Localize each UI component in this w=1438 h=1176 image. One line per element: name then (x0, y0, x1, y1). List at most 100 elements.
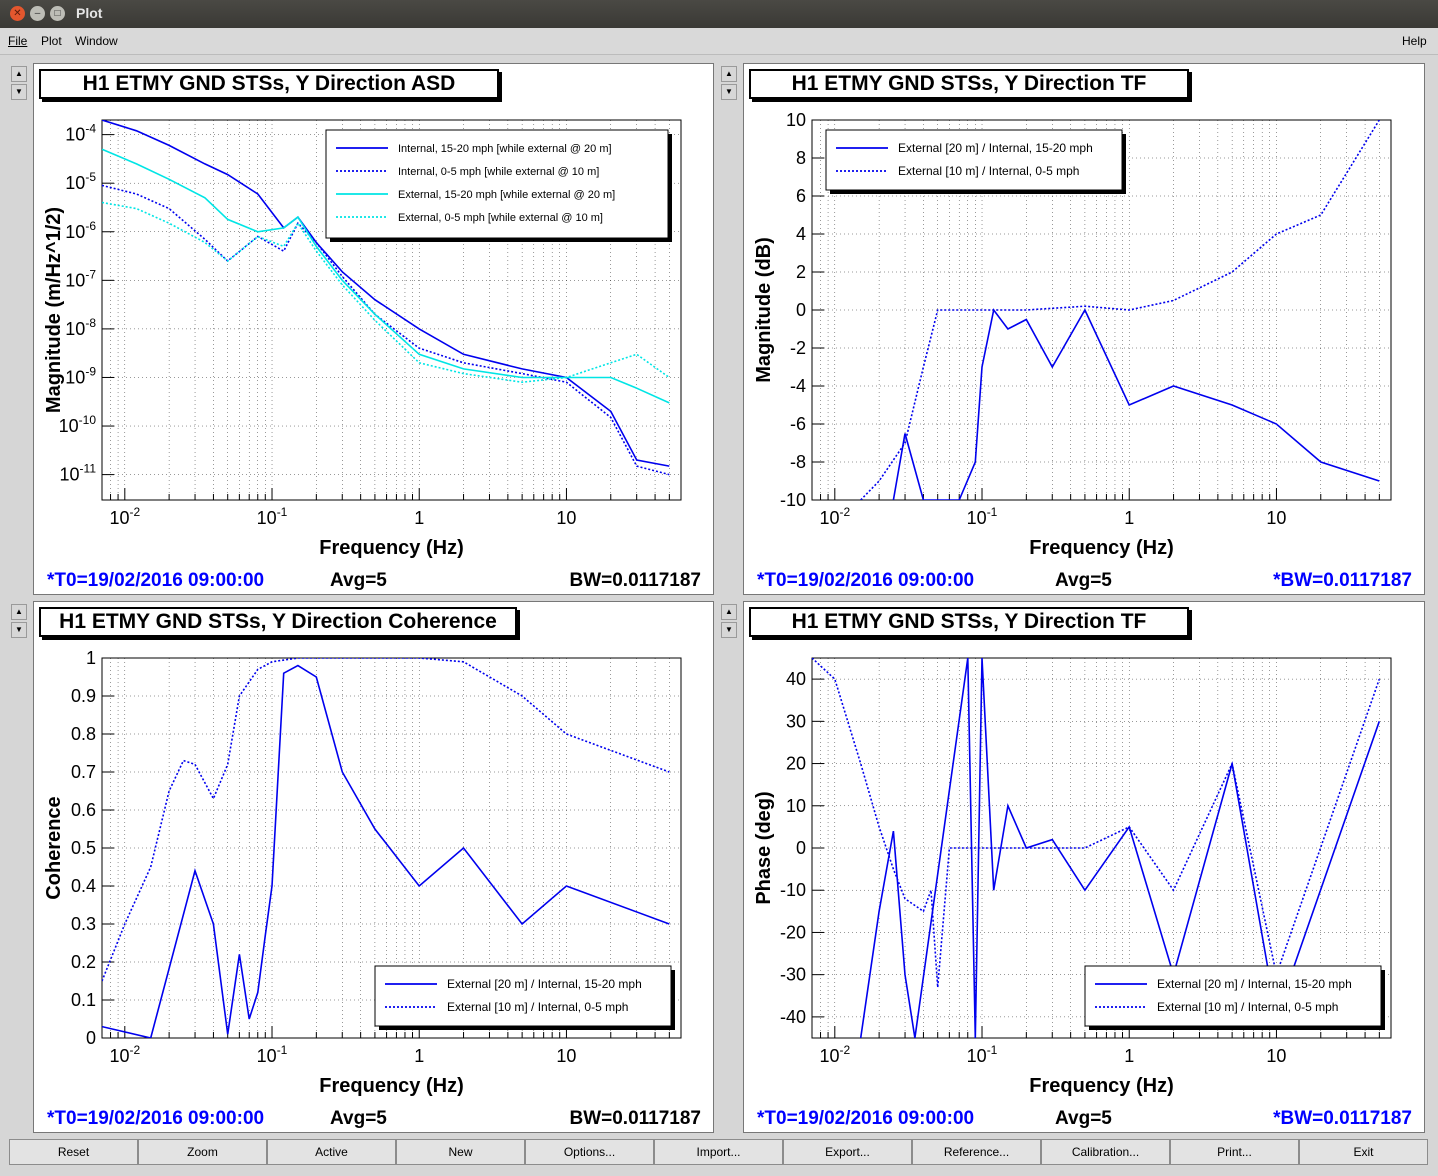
reset-button[interactable]: Reset (9, 1139, 138, 1165)
plot-panel-asd[interactable]: H1 ETMY GND STSs, Y Direction ASD 10-2 10… (33, 63, 714, 595)
plot-svg[interactable]: 10-2 10-1 1 10 1 0.9 0.8 0.7 0.6 0.5 0.4 0.3 0.2 0.1 0… (34, 602, 713, 1122)
new-button[interactable]: New (396, 1139, 525, 1165)
x-tick-label: 10-2 (109, 1043, 140, 1066)
series-line-0 (892, 308, 1380, 500)
y-tick-label: 10 (786, 796, 806, 816)
y-axis-label: Coherence (43, 796, 65, 899)
y-tick-label: 0.9 (71, 686, 96, 706)
series-line-1 (812, 658, 1381, 988)
panel-down-arrow-icon[interactable]: ▼ (11, 622, 27, 638)
y-tick-label: 10-6 (65, 219, 96, 242)
y-tick-label: -10 (780, 880, 806, 900)
active-button[interactable]: Active (267, 1139, 396, 1165)
series-line-2 (102, 148, 670, 404)
y-tick-label: 10-8 (65, 316, 96, 339)
bw-label: *BW=0.0117187 (1273, 1108, 1412, 1129)
minimize-icon[interactable]: – (30, 6, 45, 21)
legend-box (825, 129, 1123, 191)
y-tick-label: 0.4 (71, 876, 96, 896)
x-tick-label: 10-2 (819, 1043, 850, 1066)
y-tick-label: 0.8 (71, 724, 96, 744)
menu-window[interactable]: Window (75, 34, 118, 48)
panel-title: H1 ETMY GND STSs, Y Direction ASD (39, 69, 499, 99)
plot-panel-coherence[interactable]: H1 ETMY GND STSs, Y Direction Coherence … (33, 601, 714, 1133)
plot-panel-tf-magnitude[interactable]: H1 ETMY GND STSs, Y Direction TF 10-2 10-… (743, 63, 1425, 595)
x-tick-label: 1 (1124, 508, 1134, 528)
exit-button[interactable]: Exit (1299, 1139, 1428, 1165)
panel-up-arrow-icon[interactable]: ▲ (11, 604, 27, 620)
x-tick-label: 10 (556, 508, 576, 528)
panel-up-arrow-icon[interactable]: ▲ (721, 604, 737, 620)
series-line-1 (860, 120, 1380, 500)
legend-label: External [10 m] / Internal, 0-5 mph (1157, 1000, 1338, 1014)
options-button[interactable]: Options... (525, 1139, 654, 1165)
x-tick-label: 10-2 (819, 505, 850, 528)
legend-label: Internal, 0-5 mph [while external @ 10 m… (398, 166, 599, 178)
y-tick-label: 0.6 (71, 800, 96, 820)
y-tick-label: 10 (786, 110, 806, 130)
zoom-button[interactable]: Zoom (138, 1139, 267, 1165)
y-tick-label: -30 (780, 965, 806, 985)
y-tick-label: 0.1 (71, 990, 96, 1010)
x-tick-label: 10-1 (967, 505, 998, 528)
panel-up-arrow-icon[interactable]: ▲ (721, 66, 737, 82)
panel-down-arrow-icon[interactable]: ▼ (721, 84, 737, 100)
y-tick-label: 1 (86, 648, 96, 668)
maximize-icon[interactable]: □ (50, 6, 65, 21)
x-tick-label: 10-1 (257, 505, 288, 528)
import-button[interactable]: Import... (654, 1139, 783, 1165)
panel-down-arrow-icon[interactable]: ▼ (721, 622, 737, 638)
plot-svg[interactable]: 10-2 10-1 1 10 40 30 20 10 0 -10 -20 -30 -40 Frequenc… (744, 602, 1424, 1122)
y-tick-label: -20 (780, 922, 806, 942)
plot-svg[interactable]: 10-2 10-1 1 10 10 8 6 4 2 0 -2 -4 -6 -8 -10 Frequency (… (744, 64, 1424, 584)
t0-label: *T0=19/02/2016 09:00:00 (47, 1108, 265, 1129)
y-tick-label: 0 (796, 838, 806, 858)
print-button[interactable]: Print... (1170, 1139, 1299, 1165)
menu-help[interactable]: Help (1402, 34, 1427, 48)
y-tick-label: 30 (786, 711, 806, 731)
plot-svg[interactable]: 10-2 10-1 1 1010-410-510-610-710-810-910-10… (34, 64, 713, 584)
reference-button[interactable]: Reference... (912, 1139, 1041, 1165)
panel-title: H1 ETMY GND STSs, Y Direction TF (749, 69, 1189, 99)
x-tick-label: 1 (414, 508, 424, 528)
y-tick-label: 0 (796, 300, 806, 320)
x-axis-label: Frequency (Hz) (319, 537, 463, 559)
panel-down-arrow-icon[interactable]: ▼ (11, 84, 27, 100)
calibration-button[interactable]: Calibration... (1041, 1139, 1170, 1165)
plot-panel-tf-phase[interactable]: H1 ETMY GND STSs, Y Direction TF 10-2 10-… (743, 601, 1425, 1133)
avg-label: Avg=5 (1055, 1108, 1112, 1129)
t0-label: *T0=19/02/2016 09:00:00 (757, 570, 975, 591)
avg-label: Avg=5 (330, 570, 387, 591)
bw-label: BW=0.0117187 (569, 1108, 701, 1129)
menu-plot[interactable]: Plot (41, 34, 62, 48)
x-tick-label: 1 (1124, 1046, 1134, 1066)
export-button[interactable]: Export... (783, 1139, 912, 1165)
x-tick-label: 10-1 (967, 1043, 998, 1066)
series-line-0 (102, 664, 670, 1038)
y-tick-label: 10-10 (59, 413, 97, 436)
t0-label: *T0=19/02/2016 09:00:00 (47, 570, 265, 591)
menu-file[interactable]: File (8, 34, 28, 48)
x-tick-label: 10-1 (257, 1043, 288, 1066)
avg-label: Avg=5 (1055, 570, 1112, 591)
panel-up-arrow-icon[interactable]: ▲ (11, 66, 27, 82)
legend-label: External [20 m] / Internal, 15-20 mph (898, 141, 1093, 155)
bw-label: BW=0.0117187 (569, 570, 701, 591)
x-tick-label: 10-2 (109, 505, 140, 528)
legend-label: Internal, 15-20 mph [while external @ 20… (398, 143, 612, 155)
x-axis-label: Frequency (Hz) (1029, 1075, 1173, 1097)
y-tick-label: 10-7 (65, 267, 96, 290)
legend-label: External [20 m] / Internal, 15-20 mph (447, 977, 642, 991)
y-tick-label: 0.5 (71, 838, 96, 858)
y-tick-label: 8 (796, 148, 806, 168)
window-title: Plot (76, 5, 103, 21)
y-tick-label: 2 (796, 262, 806, 282)
y-tick-label: 6 (796, 186, 806, 206)
y-tick-label: -10 (780, 490, 806, 510)
series-line-3 (102, 201, 670, 384)
close-icon[interactable]: ✕ (10, 6, 25, 21)
legend-label: External [10 m] / Internal, 0-5 mph (447, 1000, 628, 1014)
y-tick-label: -40 (780, 1007, 806, 1027)
legend-label: External, 15-20 mph [while external @ 20… (398, 189, 615, 201)
y-tick-label: -8 (790, 452, 806, 472)
